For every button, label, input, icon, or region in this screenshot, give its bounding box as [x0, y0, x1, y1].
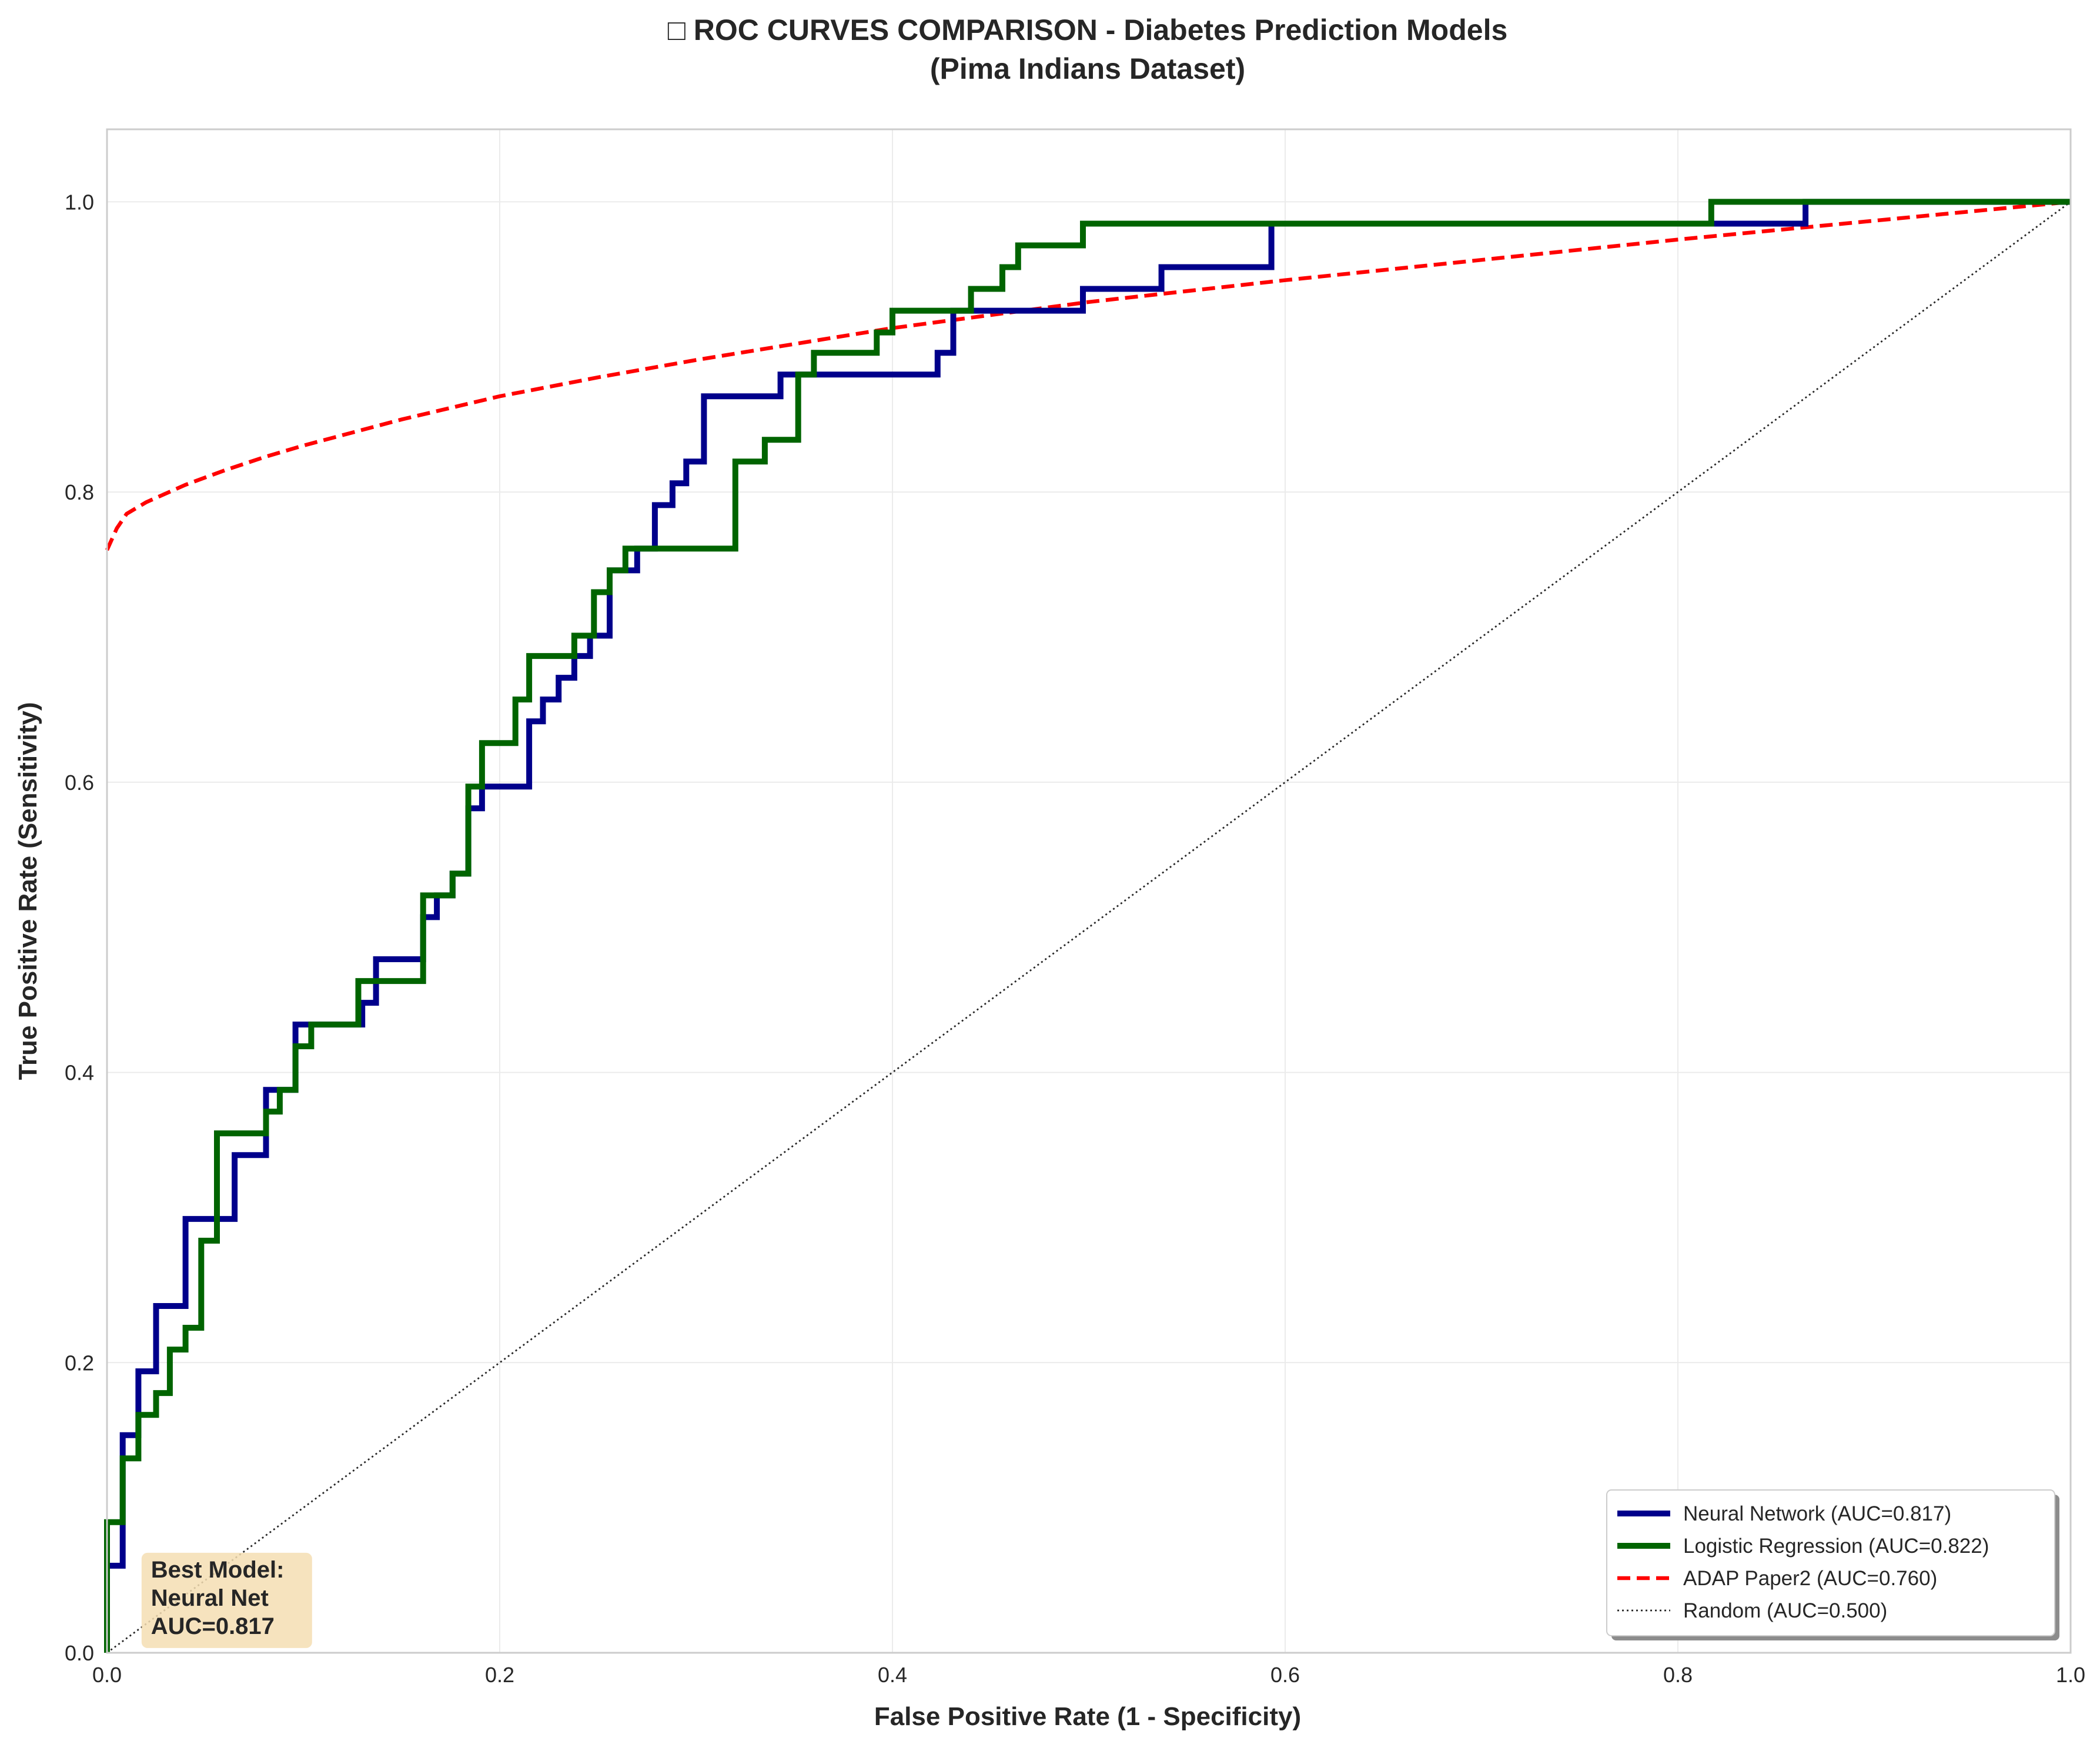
- tick-labels: 0.0 0.2 0.4 0.6 0.8 1.0 0.0 0.2 0.4 0.6 0.8 1.0: [65, 190, 2085, 1687]
- grid-lines: [106, 129, 2071, 1653]
- legend-label: Logistic Regression (AUC=0.822): [1683, 1535, 1989, 1558]
- y-tick-label: 1.0: [65, 190, 94, 214]
- annotation-text: Best Model:: [151, 1557, 285, 1583]
- x-tick-label: 0.0: [92, 1663, 122, 1687]
- legend-label: Neural Network (AUC=0.817): [1683, 1502, 1951, 1525]
- series-line-0: [104, 199, 2071, 1653]
- x-tick-label: 0.4: [878, 1663, 907, 1687]
- plot-area: [107, 129, 2071, 1653]
- x-axis-label: False Positive Rate (1 - Specificity): [874, 1702, 1301, 1731]
- x-tick-label: 0.6: [1270, 1663, 1300, 1687]
- annotation-text: AUC=0.817: [151, 1613, 275, 1639]
- chart-title: □ ROC CURVES COMPARISON - Diabetes Predi…: [668, 14, 1508, 46]
- y-tick-label: 0.2: [65, 1351, 94, 1375]
- y-tick-label: 0.0: [65, 1641, 94, 1665]
- y-tick-label: 0.4: [65, 1061, 94, 1085]
- y-tick-label: 0.6: [65, 771, 94, 795]
- plot-frame: [106, 128, 2072, 1654]
- x-tick-label: 0.2: [485, 1663, 514, 1687]
- legend: Neural Network (AUC=0.817) Logistic Regre…: [1606, 1489, 2059, 1640]
- legend-label: Random (AUC=0.500): [1683, 1599, 1887, 1622]
- annotation-box: [141, 1552, 312, 1648]
- x-tick-label: 0.8: [1663, 1663, 1693, 1687]
- series-lines: [104, 199, 2071, 1654]
- y-tick-label: 0.8: [65, 480, 94, 504]
- y-axis-label: True Positive Rate (Sensitivity): [14, 702, 42, 1080]
- series-line-1: [104, 199, 2071, 1653]
- legend-box: [1606, 1489, 2055, 1636]
- series-line-2: [105, 200, 2071, 551]
- annotation-text: Neural Net: [151, 1585, 269, 1611]
- legend-label: ADAP Paper2 (AUC=0.760): [1683, 1567, 1937, 1590]
- chart-subtitle: (Pima Indians Dataset): [930, 52, 1245, 85]
- x-tick-label: 1.0: [2056, 1663, 2085, 1687]
